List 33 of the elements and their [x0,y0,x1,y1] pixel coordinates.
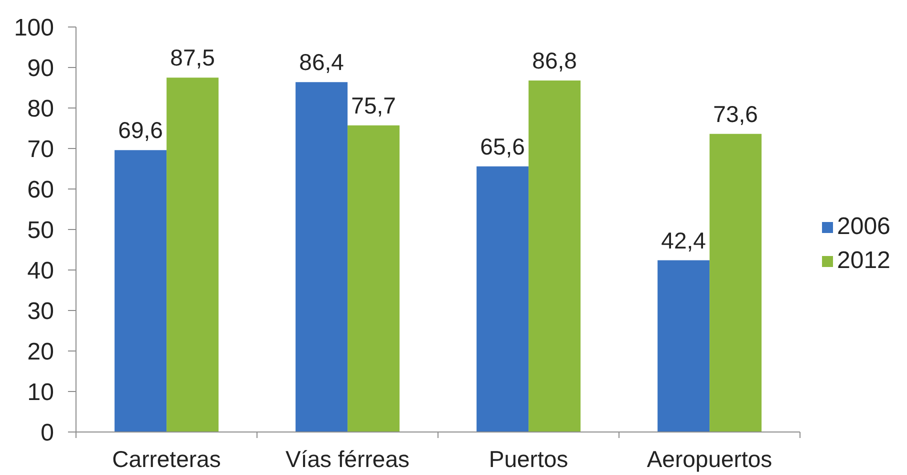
legend-label: 2006 [837,212,890,240]
y-tick-label: 100 [14,14,54,42]
bar [114,150,167,432]
bar [528,80,581,432]
bar [658,260,710,432]
y-tick-label: 30 [27,298,54,326]
y-tick-label: 90 [27,55,54,82]
x-tick-label: Vías férreas [286,446,410,472]
data-label: 75,7 [351,92,396,118]
bar [348,125,400,432]
y-tick-label: 0 [40,420,54,447]
bar [476,166,529,432]
bar [166,78,219,432]
y-tick-label: 40 [27,258,54,285]
data-label: 87,5 [170,44,215,71]
bar [296,82,348,432]
y-tick-label: 20 [27,338,54,366]
x-tick-label: Aeropuertos [646,446,772,472]
bar [710,134,762,432]
y-tick-label: 70 [27,136,54,164]
y-tick-label: 60 [27,176,54,204]
y-tick-label: 50 [27,217,54,244]
x-tick-label: Carreteras [112,446,221,472]
y-tick-label: 10 [27,379,54,406]
data-label: 65,6 [480,133,525,160]
data-label: 73,6 [713,100,758,127]
data-label: 69,6 [118,117,163,144]
y-tick-label: 80 [27,96,54,123]
data-label: 42,4 [661,227,706,254]
legend-label: 2012 [837,246,890,274]
data-label: 86,8 [532,47,577,74]
x-tick-label: Puertos [488,446,568,472]
data-label: 86,4 [299,49,344,76]
